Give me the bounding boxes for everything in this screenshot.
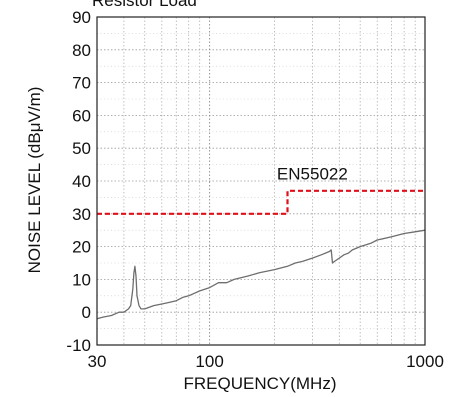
y-tick-label: 50: [72, 139, 91, 158]
y-tick-label: 0: [82, 303, 91, 322]
y-tick-label: 80: [72, 41, 91, 60]
series-layer: [96, 189, 426, 320]
x-axis-title: FREQUENCY(MHz): [184, 374, 337, 393]
y-tick-label: 20: [72, 238, 91, 257]
y-tick-labels: -10 0 10 20 30 40 50 60 70 80 90: [66, 8, 91, 355]
chart-title: Resistor Load: [92, 0, 197, 10]
y-tick-label: 10: [72, 270, 91, 289]
y-tick-label: 30: [72, 205, 91, 224]
y-tick-label: -10: [66, 336, 91, 355]
grid: [97, 16, 425, 346]
noise-level-series: [96, 229, 426, 320]
y-tick-label: 90: [72, 8, 91, 27]
x-tick-label: 100: [195, 352, 223, 371]
x-tick-label: 1000: [406, 352, 444, 371]
limit-line-en55022: [97, 189, 425, 215]
plot-frame: [96, 16, 426, 346]
y-tick-label: 60: [72, 106, 91, 125]
annotation-label: EN55022: [277, 164, 348, 183]
y-axis-title: NOISE LEVEL (dBμV/m): [25, 87, 44, 274]
y-tick-label: 70: [72, 74, 91, 93]
x-tick-label: 30: [88, 352, 107, 371]
annotations: EN55022: [277, 164, 348, 183]
x-tick-labels: 30 100 1000: [88, 352, 444, 371]
y-tick-label: 40: [72, 172, 91, 191]
